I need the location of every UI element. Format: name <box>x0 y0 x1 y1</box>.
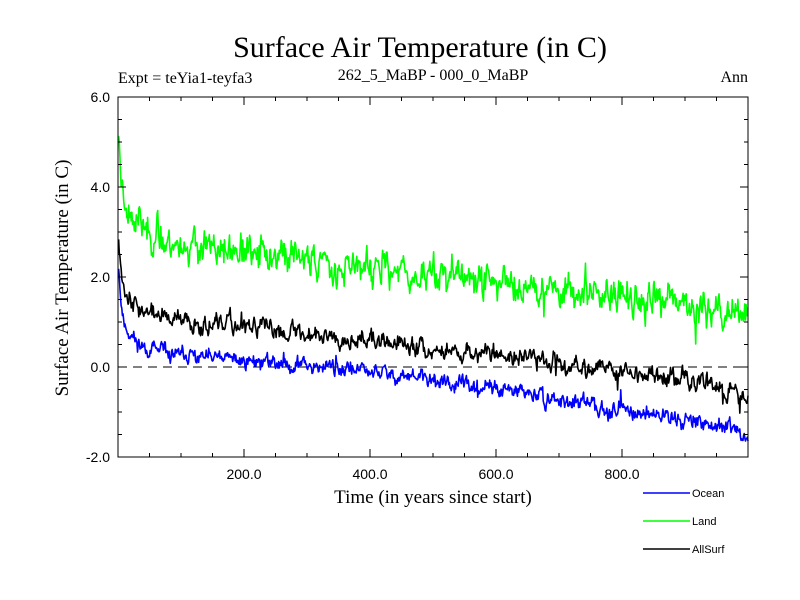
legend-label-land: Land <box>692 516 716 528</box>
series-layer <box>117 135 749 442</box>
series-line-allsurf <box>117 239 749 414</box>
period-label: 262_5_MaBP - 000_0_MaBP <box>338 67 529 84</box>
x-axis-label: Time (in years since start) <box>334 487 532 508</box>
plot-frame <box>117 96 749 458</box>
legend-label-ocean: Ocean <box>692 488 724 500</box>
experiment-label: Expt = teYia1-teyfa3 <box>118 70 252 87</box>
y-tick-label: 0.0 <box>91 359 111 375</box>
x-tick-label: 400.0 <box>352 466 387 482</box>
legend: Ocean Land AllSurf <box>643 488 725 556</box>
series-line-ocean <box>117 268 749 442</box>
y-tick-label: 4.0 <box>91 179 111 195</box>
y-tick-label: 2.0 <box>91 269 111 285</box>
season-label: Ann <box>720 69 748 86</box>
y-tick-label: 6.0 <box>91 89 111 105</box>
x-tick-label: 600.0 <box>478 466 513 482</box>
series-line-land <box>117 135 749 345</box>
y-tick-label: -2.0 <box>86 449 110 465</box>
axis-layer: -2.0 0.0 2.0 4.0 6.0 200.0 400.0 600.0 800.0 <box>86 89 748 482</box>
legend-label-allsurf: AllSurf <box>692 544 725 556</box>
chart-title: Surface Air Temperature (in C) <box>233 31 607 64</box>
x-tick-label: 200.0 <box>226 466 261 482</box>
y-axis-label: Surface Air Temperature (in C) <box>52 160 73 397</box>
x-tick-label: 800.0 <box>604 466 639 482</box>
